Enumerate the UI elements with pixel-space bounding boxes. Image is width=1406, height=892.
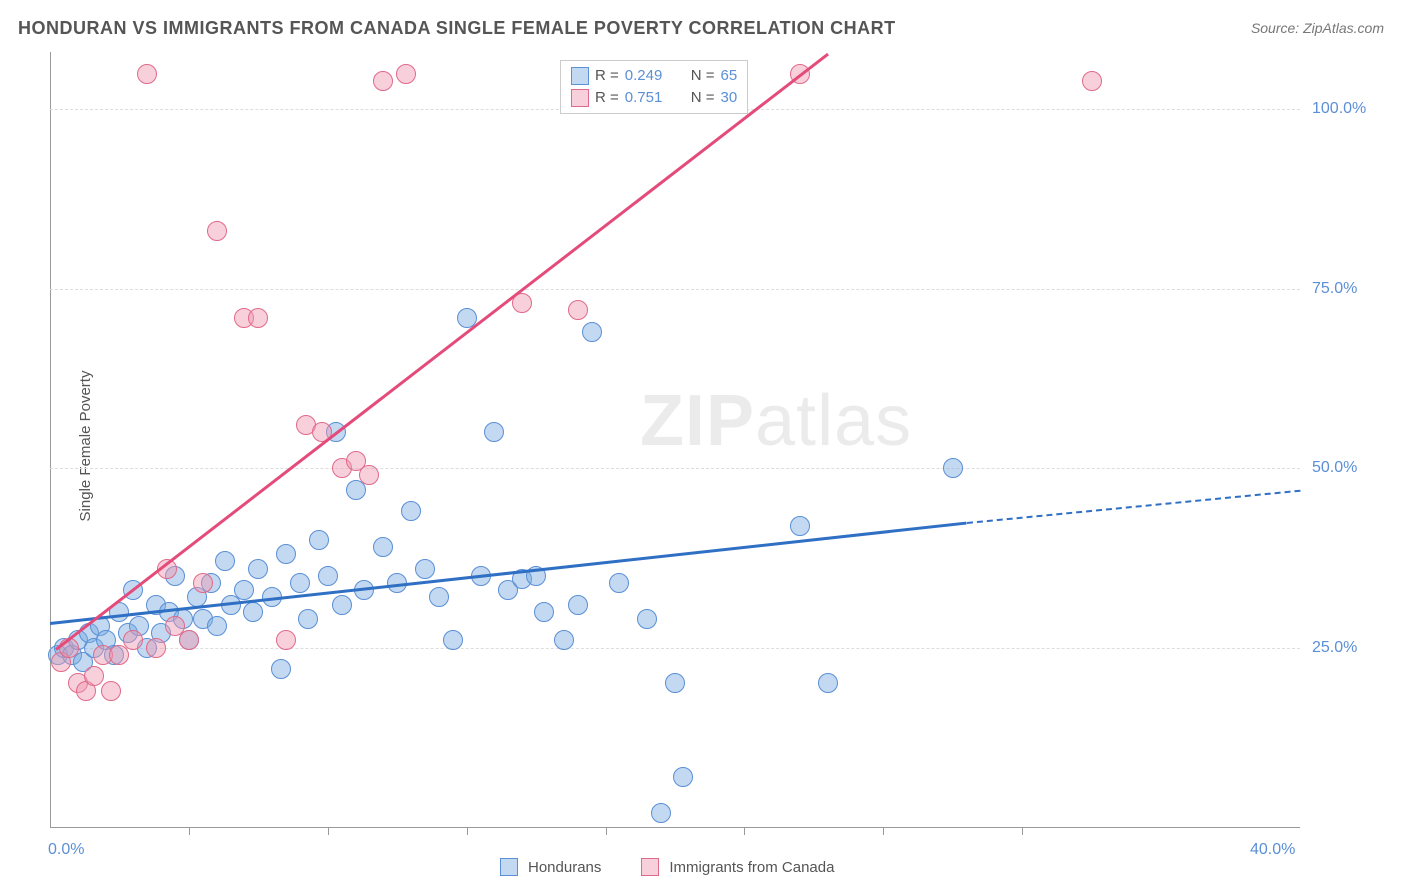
data-point — [1082, 71, 1102, 91]
data-point — [373, 71, 393, 91]
data-point — [534, 602, 554, 622]
data-point — [234, 580, 254, 600]
data-point — [101, 681, 121, 701]
series-legend: Hondurans Immigrants from Canada — [500, 858, 864, 876]
x-tick-mark — [328, 827, 329, 835]
legend-n-label: N = — [691, 65, 715, 87]
scatter-plot: 25.0%50.0%75.0%100.0%0.0%40.0% — [50, 52, 1300, 827]
legend-n-label: N = — [691, 87, 715, 109]
grid-line — [50, 468, 1300, 469]
data-point — [429, 587, 449, 607]
data-point — [207, 616, 227, 636]
data-point — [790, 516, 810, 536]
data-point — [84, 666, 104, 686]
x-tick-mark — [467, 827, 468, 835]
data-point — [651, 803, 671, 823]
data-point — [248, 308, 268, 328]
data-point — [309, 530, 329, 550]
x-tick-mark — [189, 827, 190, 835]
legend-row: R = 0.751 N = 30 — [571, 87, 737, 109]
data-point — [146, 638, 166, 658]
x-tick-mark — [606, 827, 607, 835]
legend-swatch — [571, 67, 589, 85]
legend-row: R = 0.249 N = 65 — [571, 65, 737, 87]
x-tick-mark — [883, 827, 884, 835]
data-point — [193, 573, 213, 593]
data-point — [276, 544, 296, 564]
legend-n-value: 30 — [721, 87, 738, 109]
legend-n-value: 65 — [721, 65, 738, 87]
data-point — [673, 767, 693, 787]
chart-title: HONDURAN VS IMMIGRANTS FROM CANADA SINGL… — [18, 18, 896, 39]
legend-series-label: Immigrants from Canada — [669, 859, 834, 876]
data-point — [396, 64, 416, 84]
legend-swatch — [571, 89, 589, 107]
data-point — [415, 559, 435, 579]
data-point — [582, 322, 602, 342]
y-tick-label: 100.0% — [1312, 100, 1366, 118]
y-axis-line — [50, 52, 51, 827]
data-point — [137, 64, 157, 84]
grid-line — [50, 648, 1300, 649]
data-point — [290, 573, 310, 593]
trend-line — [50, 522, 967, 625]
y-tick-label: 25.0% — [1312, 639, 1357, 657]
x-tick-label: 40.0% — [1250, 841, 1295, 859]
y-tick-label: 50.0% — [1312, 459, 1357, 477]
data-point — [243, 602, 263, 622]
data-point — [568, 595, 588, 615]
data-point — [318, 566, 338, 586]
x-tick-mark — [1022, 827, 1023, 835]
data-point — [248, 559, 268, 579]
data-point — [207, 221, 227, 241]
data-point — [359, 465, 379, 485]
x-axis-line — [50, 827, 1300, 828]
trend-line — [967, 490, 1301, 524]
y-tick-label: 75.0% — [1312, 280, 1357, 298]
grid-line — [50, 289, 1300, 290]
data-point — [298, 609, 318, 629]
data-point — [401, 501, 421, 521]
data-point — [609, 573, 629, 593]
data-point — [554, 630, 574, 650]
legend-series-label: Hondurans — [528, 859, 601, 876]
data-point — [373, 537, 393, 557]
data-point — [568, 300, 588, 320]
data-point — [637, 609, 657, 629]
legend-swatch — [500, 858, 518, 876]
data-point — [271, 659, 291, 679]
data-point — [484, 422, 504, 442]
legend-r-label: R = — [595, 65, 619, 87]
data-point — [332, 595, 352, 615]
legend-swatch — [641, 858, 659, 876]
data-point — [276, 630, 296, 650]
data-point — [943, 458, 963, 478]
legend-r-label: R = — [595, 87, 619, 109]
correlation-legend: R = 0.249 N = 65 R = 0.751 N = 30 — [560, 60, 748, 114]
data-point — [443, 630, 463, 650]
trend-line — [55, 52, 829, 650]
data-point — [179, 630, 199, 650]
legend-r-value: 0.249 — [625, 65, 675, 87]
data-point — [818, 673, 838, 693]
x-tick-label: 0.0% — [48, 841, 84, 859]
x-tick-mark — [744, 827, 745, 835]
legend-r-value: 0.751 — [625, 87, 675, 109]
source-label: Source: ZipAtlas.com — [1251, 20, 1384, 36]
data-point — [665, 673, 685, 693]
data-point — [123, 630, 143, 650]
data-point — [215, 551, 235, 571]
